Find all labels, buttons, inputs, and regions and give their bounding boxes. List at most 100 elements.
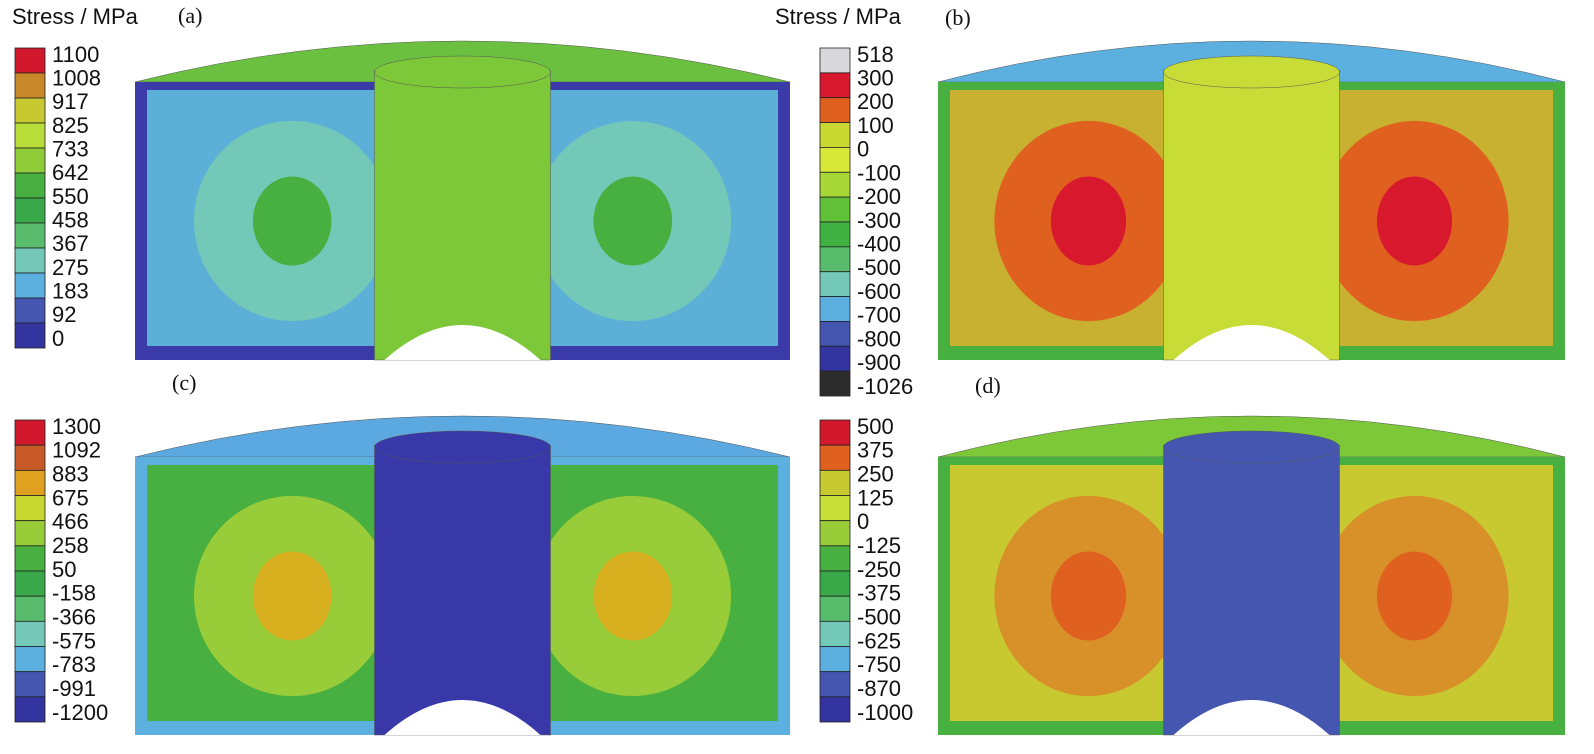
legend-swatch [819, 345, 851, 372]
legend-label: 466 [52, 509, 89, 534]
bore-hole [384, 700, 541, 735]
legend-label: 258 [52, 533, 89, 558]
legend-label: -870 [857, 676, 901, 701]
legend-swatch [819, 570, 851, 597]
legend-swatch [14, 47, 46, 74]
legend-swatch [14, 272, 46, 299]
stress-core [1376, 551, 1453, 641]
legend-swatch [14, 646, 46, 673]
legend-swatch [819, 444, 851, 471]
legend-swatch [819, 370, 851, 397]
legend-label: 125 [857, 485, 894, 510]
bore-top [374, 55, 551, 89]
legend-label: 200 [857, 89, 894, 114]
legend-label: -500 [857, 604, 901, 629]
legend-swatch [819, 196, 851, 223]
legend-label: -900 [857, 350, 901, 375]
legend-label: 1300 [52, 414, 101, 439]
panel-label: (b) [945, 5, 971, 30]
legend-swatch [14, 671, 46, 698]
legend-swatch [14, 469, 46, 496]
legend-label: 883 [52, 461, 89, 486]
legend-swatch [14, 147, 46, 174]
legend-label: -100 [857, 160, 901, 185]
legend-label: -1200 [52, 700, 108, 725]
legend-label: -800 [857, 326, 901, 351]
legend-swatch [819, 671, 851, 698]
legend-swatch [14, 570, 46, 597]
bore-cylinder [374, 69, 551, 361]
legend-label: -575 [52, 628, 96, 653]
legend-label: 675 [52, 485, 89, 510]
legend-swatch [819, 595, 851, 622]
bore-top [1163, 430, 1340, 464]
legend-swatch [819, 620, 851, 647]
legend-label: -500 [857, 255, 901, 280]
stress-core [252, 551, 332, 641]
legend-swatch [819, 271, 851, 297]
legend-swatch [819, 419, 851, 446]
stress-core [1050, 176, 1127, 266]
legend-label: 183 [52, 278, 89, 303]
legend-swatch [819, 469, 851, 496]
legend-label: -125 [857, 533, 901, 558]
legend-label: 1100 [52, 42, 99, 67]
legend-title: Stress / MPa [12, 4, 139, 29]
legend-label: 1008 [52, 65, 101, 90]
legend-label: 275 [52, 255, 89, 280]
legend-swatch [819, 72, 851, 99]
bore-cylinder [1163, 444, 1340, 736]
legend-label: 250 [857, 461, 894, 486]
legend-label: 92 [52, 302, 76, 327]
legend-label: -1000 [857, 700, 913, 725]
legend-swatch [14, 297, 46, 324]
stress-core [593, 176, 673, 266]
legend-swatch [819, 696, 851, 723]
legend-label: 825 [52, 113, 89, 138]
legend-label: 0 [52, 326, 64, 351]
legend-swatch [819, 495, 851, 522]
legend-label: -1026 [857, 374, 913, 399]
legend-swatch [14, 495, 46, 522]
legend-label: -375 [857, 581, 901, 606]
panel-label: (a) [178, 3, 202, 28]
legend-label: 458 [52, 207, 89, 232]
legend-label: -991 [52, 676, 96, 701]
legend-swatch [819, 545, 851, 572]
stress-core [593, 551, 673, 641]
legend-label: 50 [52, 557, 76, 582]
legend-label: 518 [857, 42, 894, 67]
panel-label: (d) [975, 373, 1001, 398]
legend-label: -600 [857, 279, 901, 304]
legend-swatch [14, 247, 46, 274]
legend-swatch [819, 296, 851, 322]
bore-top [374, 430, 551, 464]
legend-label: -300 [857, 208, 901, 233]
bore-hole [1173, 700, 1330, 735]
legend-swatch [819, 171, 851, 198]
legend-swatch [14, 595, 46, 622]
stress-core [1376, 176, 1453, 266]
legend-label: 375 [857, 438, 894, 463]
panel-label: (c) [172, 370, 196, 395]
legend-swatch [14, 222, 46, 249]
legend-label: -400 [857, 232, 901, 257]
legend-label: 917 [52, 89, 89, 114]
legend-swatch [14, 322, 46, 349]
legend-label: 550 [52, 184, 89, 209]
legend-swatch [14, 72, 46, 99]
legend-swatch [14, 419, 46, 446]
legend-label: -625 [857, 628, 901, 653]
legend-swatch [819, 520, 851, 547]
bore-cylinder [374, 444, 551, 736]
legend-label: 500 [857, 414, 894, 439]
legend-label: 642 [52, 160, 89, 185]
legend-swatch [819, 646, 851, 673]
legend-label: 1092 [52, 438, 101, 463]
bore-top [1163, 55, 1340, 89]
legend-swatch [14, 122, 46, 149]
legend-label: 733 [52, 136, 89, 161]
legend-label: -700 [857, 303, 901, 328]
legend-swatch [14, 620, 46, 647]
legend-label: -200 [857, 184, 901, 209]
